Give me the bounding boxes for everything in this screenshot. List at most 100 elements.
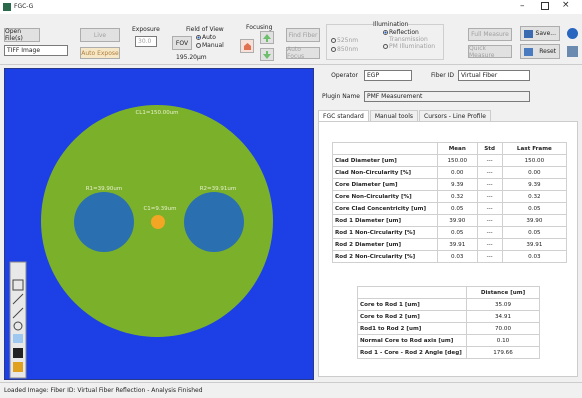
focus-up[interactable] [260, 31, 274, 44]
reflection-text: Reflection [389, 29, 419, 36]
table-row: Rod 1 Diameter [um] 39.90 --- 39.90 [332, 214, 568, 227]
row-label: Core Non-Circularity [%] [332, 190, 438, 203]
row-label: Rod 1 - Core - Rod 2 Angle [deg] [357, 346, 467, 359]
table-row: Core Non-Circularity [%] 0.32 --- 0.32 [332, 190, 568, 203]
nm850[interactable]: 850nm [331, 46, 358, 53]
row-label: Core to Rod 2 [um] [357, 310, 467, 323]
cell-value: 0.03 [501, 250, 568, 263]
core-circle [151, 215, 165, 229]
cell-value: --- [476, 154, 503, 167]
header-row: Distance [um] [357, 286, 540, 299]
maximize[interactable] [541, 2, 549, 10]
table-row: Normal Core to Rod axis [um] 0.10 [357, 334, 540, 347]
cell-value: 39.90 [437, 214, 478, 227]
header-row: Mean Std Last Frame [332, 142, 568, 155]
nm525-text: 525nm [337, 37, 359, 44]
fov-manual[interactable]: Manual [196, 42, 224, 49]
reflection[interactable]: Reflection [383, 29, 419, 36]
row-label: Rod 2 Diameter [um] [332, 238, 438, 251]
reset-icon [524, 48, 533, 56]
table-row: Core Diameter [um] 9.39 --- 9.39 [332, 178, 568, 191]
app-icon [3, 3, 11, 11]
save-icon [524, 30, 533, 38]
tool-lock[interactable] [13, 362, 23, 372]
operator-label: Operator [331, 72, 358, 79]
nm525[interactable]: 525nm [331, 37, 358, 44]
fov-auto[interactable]: Auto [196, 34, 216, 41]
header-cell: Mean [437, 142, 478, 155]
tool-line[interactable] [12, 293, 24, 305]
row-label: Normal Core to Rod axis [um] [357, 334, 467, 347]
distance-table: Distance [um] Core to Rod 1 [um] 35.09 Core… [357, 286, 540, 359]
tool-select[interactable] [12, 279, 24, 291]
cell-value: 0.03 [437, 250, 478, 263]
cell-value: 34.91 [466, 310, 540, 323]
fov-label: Field of View [186, 26, 224, 33]
live-button[interactable]: Live [80, 28, 120, 42]
cell-value: 9.39 [501, 178, 568, 191]
close[interactable]: × [562, 0, 570, 10]
cell-value: --- [476, 202, 503, 215]
cell-value: 0.05 [437, 226, 478, 239]
tool-view[interactable] [13, 334, 23, 343]
cell-value: 0.10 [466, 334, 540, 347]
focus-home[interactable] [240, 39, 254, 53]
transmission: Transmission [389, 36, 428, 43]
table-row: Core to Rod 2 [um] 34.91 [357, 310, 540, 323]
minimize[interactable]: – [520, 1, 525, 11]
table-row: Core Clad Concentricity [um] 0.05 --- 0.05 [332, 202, 568, 215]
focusing-label: Focusing [246, 24, 273, 31]
row-label: Core Diameter [um] [332, 178, 438, 191]
tool-pen[interactable] [12, 307, 24, 319]
table-row: Clad Diameter [um] 150.00 --- 150.00 [332, 154, 568, 167]
core-label: C1=9.39um [143, 206, 176, 212]
tab-content: Mean Std Last Frame Clad Diameter [um] 150.0… [318, 121, 578, 377]
cell-value: 0.00 [501, 166, 568, 179]
cell-value: 150.00 [501, 154, 568, 167]
table-row: Rod1 to Rod 2 [um] 70.00 [357, 322, 540, 335]
header-cell: Last Frame [501, 142, 568, 155]
settings-icon[interactable] [567, 46, 578, 57]
save-text: Save... [535, 30, 556, 37]
help-icon[interactable] [567, 28, 578, 39]
full-measure-button[interactable]: Full Measure [468, 28, 512, 41]
table-row: Clad Non-Circularity [%] 0.00 --- 0.00 [332, 166, 568, 179]
focus-down[interactable] [260, 48, 274, 61]
results-panel: Operator EGP Fiber ID Virtual Fiber Plug… [316, 66, 582, 380]
operator-input[interactable]: EGP [364, 70, 412, 81]
open-button[interactable]: Open File(s) [4, 28, 40, 42]
fov-manual-text: Manual [202, 42, 224, 49]
cell-value: 150.00 [437, 154, 478, 167]
row-label: Rod 1 Non-Circularity [%] [332, 226, 438, 239]
fiber-id-input[interactable]: Virtual Fiber [458, 70, 530, 81]
row-label: Rod 1 Diameter [um] [332, 214, 438, 227]
save-button[interactable]: Save... [520, 26, 560, 41]
auto-expose-button[interactable]: Auto Expose [80, 47, 120, 59]
tool-zoom[interactable] [13, 321, 23, 331]
table-row: Rod 1 - Core - Rod 2 Angle [deg] 179.66 [357, 346, 540, 359]
fov-auto-text: Auto [202, 34, 216, 41]
tab[interactable]: Manual tools [369, 110, 419, 122]
pm-illumination[interactable]: PM Illumination [383, 43, 435, 50]
file-type-dropdown[interactable]: TIFF Image [4, 45, 68, 56]
exposure-input[interactable]: 30.0 [135, 36, 157, 47]
plugin-input: PMF Measurement [364, 91, 530, 102]
rod2-label: R2=39.91um [200, 186, 237, 192]
tool-palette [9, 261, 27, 379]
find-fiber-button[interactable]: Find Fiber [286, 28, 320, 42]
fov-button[interactable]: FOV [172, 36, 192, 50]
header-cell: Std [476, 142, 503, 155]
plugin-label: Plugin Name [322, 93, 360, 100]
table-row: Rod 2 Non-Circularity [%] 0.03 --- 0.03 [332, 250, 568, 263]
reset-button[interactable]: Reset [520, 44, 560, 59]
exposure-label: Exposure [132, 26, 160, 33]
toolbar: Open File(s) TIFF Image Live Auto Expose… [0, 14, 582, 65]
tool-grid[interactable] [13, 348, 23, 358]
quick-measure-button[interactable]: Quick Measure [468, 45, 512, 59]
rod1-circle [74, 192, 134, 252]
status-text: Loaded Image: Fiber ID: Virtual Fiber Re… [4, 387, 203, 394]
tab[interactable]: FGC standard [318, 110, 369, 122]
auto-focus-button[interactable]: Auto Focus [286, 46, 320, 60]
tab[interactable]: Cursors - Line Profile [419, 110, 491, 122]
